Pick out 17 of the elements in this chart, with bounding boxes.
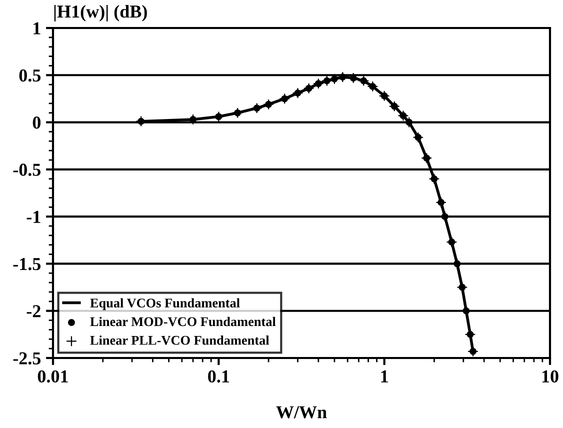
x-tick-label: 0.1 xyxy=(208,370,230,383)
y-tick-label: -2.5 xyxy=(13,352,41,365)
y-tick-label: 0.5 xyxy=(19,69,41,82)
y-tick-label: 0 xyxy=(32,116,41,129)
y-tick-label: -1.5 xyxy=(13,258,41,270)
y-tick-label: -2 xyxy=(26,305,40,318)
x-tick-label: 1 xyxy=(381,370,388,382)
x-tick-label: 0.01 xyxy=(38,370,68,383)
y-tick-label: -1 xyxy=(26,210,40,223)
legend-label: Linear MOD-VCO Fundamental xyxy=(90,316,276,326)
legend-label: Equal VCOs Fundamental xyxy=(90,298,240,310)
y-tick-label: -0.5 xyxy=(13,164,41,176)
x-axis-title: W/Wn xyxy=(276,406,327,418)
legend-label: Linear PLL-VCO Fundamental xyxy=(90,335,270,345)
y-axis-title: |H1(w)| (dB) xyxy=(54,4,147,22)
y-tick-label: 1 xyxy=(34,22,40,34)
x-tick-label: 10 xyxy=(542,370,558,383)
